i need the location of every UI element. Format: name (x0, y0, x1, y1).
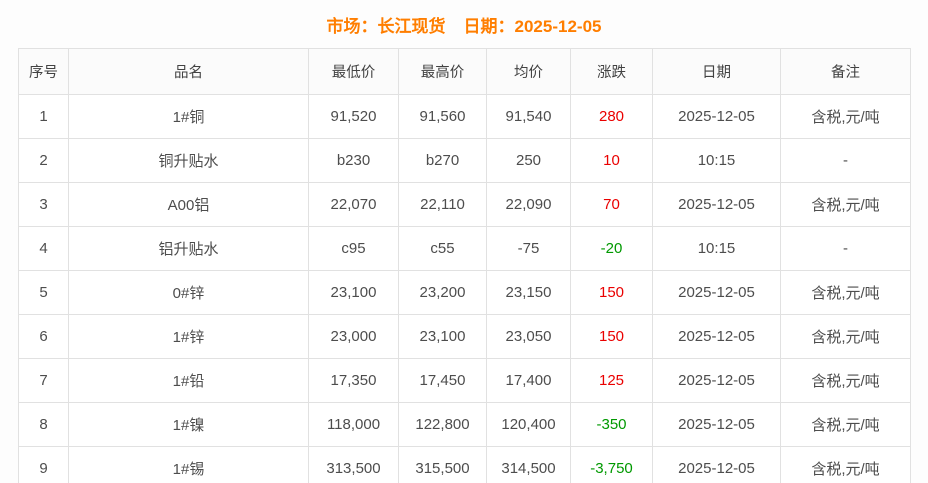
note-cell: 含税,元/吨 (780, 402, 911, 447)
row-no-cell: 3 (18, 182, 69, 227)
note-cell: - (780, 226, 911, 271)
product-name-cell: 1#锌 (68, 314, 309, 359)
avg-price-cell: 23,050 (486, 314, 571, 359)
row-no-cell: 8 (18, 402, 69, 447)
high-price-cell: 22,110 (398, 182, 487, 227)
table-row: 3 A00铝 22,070 22,110 22,090 70 2025-12-05 含税,元/… (18, 182, 911, 227)
note-cell: 含税,元/吨 (780, 446, 911, 483)
low-price-cell: 118,000 (308, 402, 399, 447)
low-price-cell: 313,500 (308, 446, 399, 483)
table-row: 8 1#镍 118,000 122,800 120,400 -350 2025-12-05 含… (18, 402, 911, 447)
date-cell: 10:15 (652, 138, 781, 183)
market-label: 市场：长江现货 (326, 16, 446, 36)
product-name-cell: 1#锡 (68, 446, 309, 483)
product-name-cell: 1#镍 (68, 402, 309, 447)
low-price-cell: 91,520 (308, 94, 399, 139)
date-cell: 2025-12-05 (652, 94, 781, 139)
table-row: 9 1#锡 313,500 315,500 314,500 -3,750 2025-12-0… (18, 446, 911, 483)
table-row: 1 1#铜 91,520 91,560 91,540 280 2025-12-05 含税,元/… (18, 94, 911, 139)
date-cell: 2025-12-05 (652, 270, 781, 315)
avg-price-cell: 23,150 (486, 270, 571, 315)
avg-price-cell: 17,400 (486, 358, 571, 403)
row-no-cell: 2 (18, 138, 69, 183)
row-no-cell: 1 (18, 94, 69, 139)
change-cell: 150 (570, 314, 653, 359)
note-cell: - (780, 138, 911, 183)
col-header-no: 序号 (18, 48, 69, 95)
high-price-cell: b270 (398, 138, 487, 183)
table-row: 5 0#锌 23,100 23,200 23,150 150 2025-12-05 含税,元/… (18, 270, 911, 315)
low-price-cell: 23,100 (308, 270, 399, 315)
col-header-name: 品名 (68, 48, 309, 95)
low-price-cell: 22,070 (308, 182, 399, 227)
high-price-cell: 122,800 (398, 402, 487, 447)
col-header-avg: 均价 (486, 48, 571, 95)
header-row: 序号 品名 最低价 最高价 均价 涨跌 日期 备注 (18, 48, 911, 95)
avg-price-cell: -75 (486, 226, 571, 271)
price-table: 序号 品名 最低价 最高价 均价 涨跌 日期 备注 1 1#铜 91,520 91,5… (18, 48, 911, 483)
change-cell: 125 (570, 358, 653, 403)
avg-price-cell: 250 (486, 138, 571, 183)
high-price-cell: 23,200 (398, 270, 487, 315)
low-price-cell: b230 (308, 138, 399, 183)
low-price-cell: c95 (308, 226, 399, 271)
col-header-change: 涨跌 (570, 48, 653, 95)
date-cell: 2025-12-05 (652, 446, 781, 483)
row-no-cell: 9 (18, 446, 69, 483)
date-cell: 2025-12-05 (652, 358, 781, 403)
avg-price-cell: 91,540 (486, 94, 571, 139)
note-cell: 含税,元/吨 (780, 314, 911, 359)
col-header-high: 最高价 (398, 48, 487, 95)
product-name-cell: A00铝 (68, 182, 309, 227)
note-cell: 含税,元/吨 (780, 270, 911, 315)
row-no-cell: 5 (18, 270, 69, 315)
product-name-cell: 铝升贴水 (68, 226, 309, 271)
page-title: 市场：长江现货 日期：2025-12-05 (0, 0, 928, 48)
change-cell: 70 (570, 182, 653, 227)
product-name-cell: 1#铜 (68, 94, 309, 139)
avg-price-cell: 314,500 (486, 446, 571, 483)
product-name-cell: 0#锌 (68, 270, 309, 315)
avg-price-cell: 22,090 (486, 182, 571, 227)
table-row: 6 1#锌 23,000 23,100 23,050 150 2025-12-05 含税,元/… (18, 314, 911, 359)
avg-price-cell: 120,400 (486, 402, 571, 447)
row-no-cell: 7 (18, 358, 69, 403)
row-no-cell: 6 (18, 314, 69, 359)
change-cell: -3,750 (570, 446, 653, 483)
table-row: 7 1#铅 17,350 17,450 17,400 125 2025-12-05 含税,元/… (18, 358, 911, 403)
date-cell: 2025-12-05 (652, 402, 781, 447)
note-cell: 含税,元/吨 (780, 358, 911, 403)
date-cell: 2025-12-05 (652, 182, 781, 227)
date-label: 日期：2025-12-05 (463, 16, 602, 36)
col-header-note: 备注 (780, 48, 911, 95)
product-name-cell: 1#铅 (68, 358, 309, 403)
table-row: 4 铝升贴水 c95 c55 -75 -20 10:15- (18, 226, 911, 271)
note-cell: 含税,元/吨 (780, 182, 911, 227)
price-table-body: 1 1#铜 91,520 91,560 91,540 280 2025-12-05 含税,元/… (18, 94, 911, 483)
row-no-cell: 4 (18, 226, 69, 271)
change-cell: 10 (570, 138, 653, 183)
change-cell: 280 (570, 94, 653, 139)
high-price-cell: 23,100 (398, 314, 487, 359)
table-row: 2 铜升贴水 b230 b270 250 10 10:15- (18, 138, 911, 183)
col-header-low: 最低价 (308, 48, 399, 95)
low-price-cell: 23,000 (308, 314, 399, 359)
high-price-cell: 91,560 (398, 94, 487, 139)
date-cell: 10:15 (652, 226, 781, 271)
change-cell: 150 (570, 270, 653, 315)
product-name-cell: 铜升贴水 (68, 138, 309, 183)
high-price-cell: 17,450 (398, 358, 487, 403)
change-cell: -20 (570, 226, 653, 271)
price-table-head: 序号 品名 最低价 最高价 均价 涨跌 日期 备注 (18, 48, 911, 95)
high-price-cell: c55 (398, 226, 487, 271)
change-cell: -350 (570, 402, 653, 447)
note-cell: 含税,元/吨 (780, 94, 911, 139)
high-price-cell: 315,500 (398, 446, 487, 483)
low-price-cell: 17,350 (308, 358, 399, 403)
col-header-date: 日期 (652, 48, 781, 95)
date-cell: 2025-12-05 (652, 314, 781, 359)
